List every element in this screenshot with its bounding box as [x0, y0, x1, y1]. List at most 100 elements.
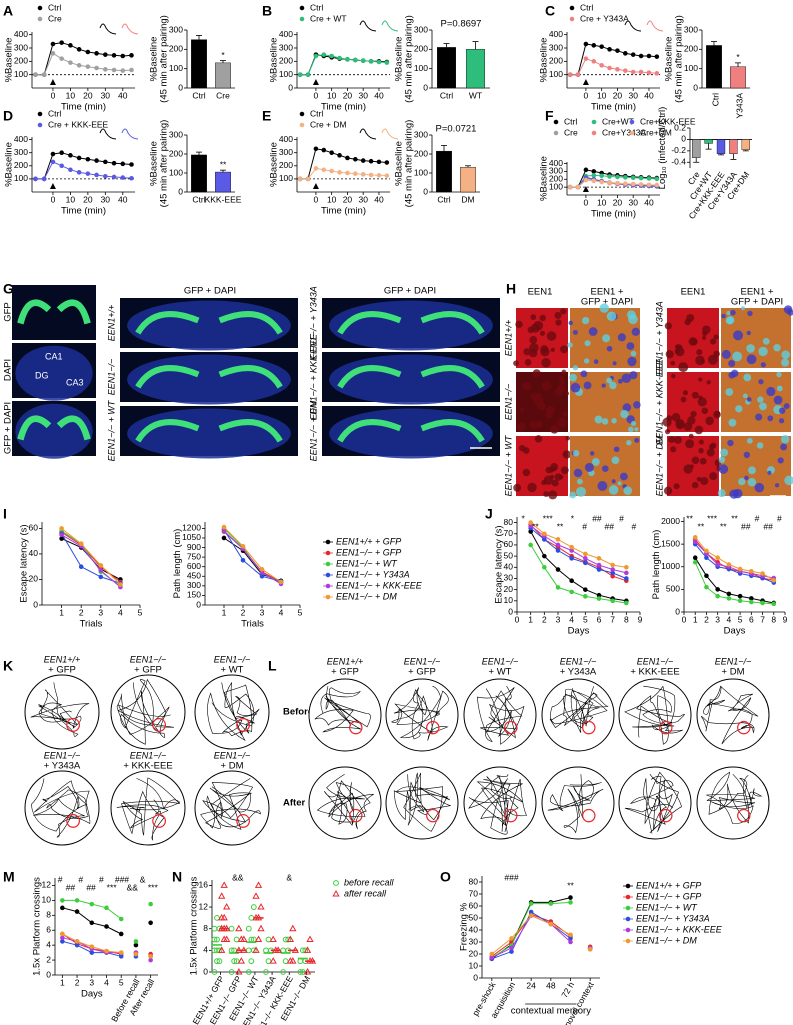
micrograph-cell — [583, 381, 592, 390]
y-tick-label: 100 — [414, 63, 428, 73]
data-point — [599, 63, 604, 68]
micrograph-cell — [597, 481, 608, 491]
y-tick-label: 100 — [279, 173, 293, 183]
significance: ### — [115, 874, 129, 884]
micrograph-cell — [620, 472, 628, 481]
x-tick-label: 3 — [556, 614, 561, 624]
data-point — [337, 170, 342, 175]
micrograph-cell — [568, 320, 573, 326]
legend-label: Cre+DM — [640, 127, 672, 137]
y-tick-label: 40 — [469, 924, 479, 934]
micrograph-cell — [533, 396, 544, 407]
x-tick-label: 0 — [515, 614, 520, 624]
data-point — [345, 155, 350, 161]
data-point — [704, 548, 709, 554]
micrograph-cell — [623, 486, 633, 495]
y-tick-label: 2 — [46, 954, 51, 964]
data-point — [104, 948, 109, 954]
data-point — [548, 901, 554, 906]
data-point — [220, 881, 228, 888]
data-point — [111, 160, 117, 166]
data-point — [325, 550, 331, 556]
data-point — [299, 122, 305, 128]
data-point — [89, 901, 95, 907]
x-tick-label: 48 — [546, 980, 556, 990]
micrograph-cell — [698, 439, 704, 445]
x-tick-label: DM — [461, 194, 474, 204]
data-point — [542, 531, 547, 537]
micrograph-cell — [601, 418, 609, 425]
platform — [66, 814, 80, 828]
data-point — [313, 146, 319, 152]
micrograph-cell — [747, 310, 753, 317]
micrograph-cell — [611, 418, 617, 424]
data-point — [542, 553, 547, 559]
data-point — [257, 903, 265, 910]
data-point — [587, 946, 593, 952]
micrograph-cell — [767, 415, 774, 422]
micrograph-cell — [781, 358, 790, 367]
group-label: + GFP — [48, 665, 76, 676]
y-axis-label: %Baseline — [394, 141, 405, 186]
region-label: CA1 — [45, 351, 63, 361]
y-tick-label: 1000 — [661, 561, 680, 571]
y-tick-label: 0 — [423, 186, 428, 196]
data-point — [129, 67, 134, 73]
data-point — [133, 942, 139, 948]
micrograph-cell — [721, 349, 731, 359]
y-tick-label: 8 — [46, 910, 51, 920]
group-label: EEN1−/− — [715, 656, 752, 666]
legend-label: EEN1−/− + KKK-EEE — [336, 580, 423, 590]
x-tick-label: 1 — [59, 607, 64, 617]
y-tick-label: 30 — [469, 936, 479, 946]
data-point — [625, 894, 631, 900]
significance: && — [127, 882, 139, 892]
swim-path — [547, 774, 604, 834]
micrograph-signal — [17, 415, 52, 441]
x-tick-label: 24 — [526, 980, 536, 990]
significance: ## — [592, 513, 602, 523]
y-tick-label: 70 — [504, 528, 514, 538]
micrograph-cell — [776, 385, 783, 392]
data-point — [299, 947, 306, 954]
data-point — [235, 924, 243, 932]
bar — [437, 47, 456, 89]
y-tick-label: 150 — [187, 590, 201, 600]
data-point — [629, 119, 635, 125]
micrograph-cell — [529, 343, 539, 353]
micrograph-cell — [776, 371, 782, 378]
group-label: EEN1+/+ — [44, 654, 81, 664]
micrograph-cell — [746, 397, 752, 402]
data-point — [129, 53, 134, 58]
y-tick-label: 100 — [279, 69, 293, 79]
legend-label: Cre — [564, 127, 578, 137]
micrograph-cell — [630, 420, 637, 427]
platform — [349, 808, 363, 823]
data-point — [610, 598, 615, 604]
data-point — [76, 155, 82, 161]
micrograph-cell — [545, 466, 553, 474]
y-tick-label: 100 — [684, 63, 698, 73]
series-line — [530, 522, 627, 568]
data-point — [265, 936, 272, 943]
micrograph-cell — [560, 308, 567, 315]
significance: * — [221, 50, 225, 60]
data-point — [85, 156, 91, 162]
platform — [659, 808, 673, 823]
data-point — [376, 159, 382, 165]
x-tick-label: 5 — [583, 614, 588, 624]
column-header: GFP + DAPI — [384, 286, 436, 297]
y-tick-label: 600 — [187, 561, 201, 571]
data-point — [286, 935, 295, 943]
data-point — [321, 52, 327, 57]
micrograph-cell — [698, 377, 703, 382]
legend-label: EEN1−/− + GFP — [336, 547, 401, 557]
data-point — [624, 564, 629, 570]
swim-path — [314, 686, 371, 733]
micrograph-cell — [554, 311, 562, 319]
significance: ### — [504, 872, 518, 882]
swim-path — [706, 771, 763, 824]
micrograph-cell — [560, 345, 568, 354]
significance: # — [755, 513, 760, 523]
micrograph-cell — [728, 418, 737, 427]
